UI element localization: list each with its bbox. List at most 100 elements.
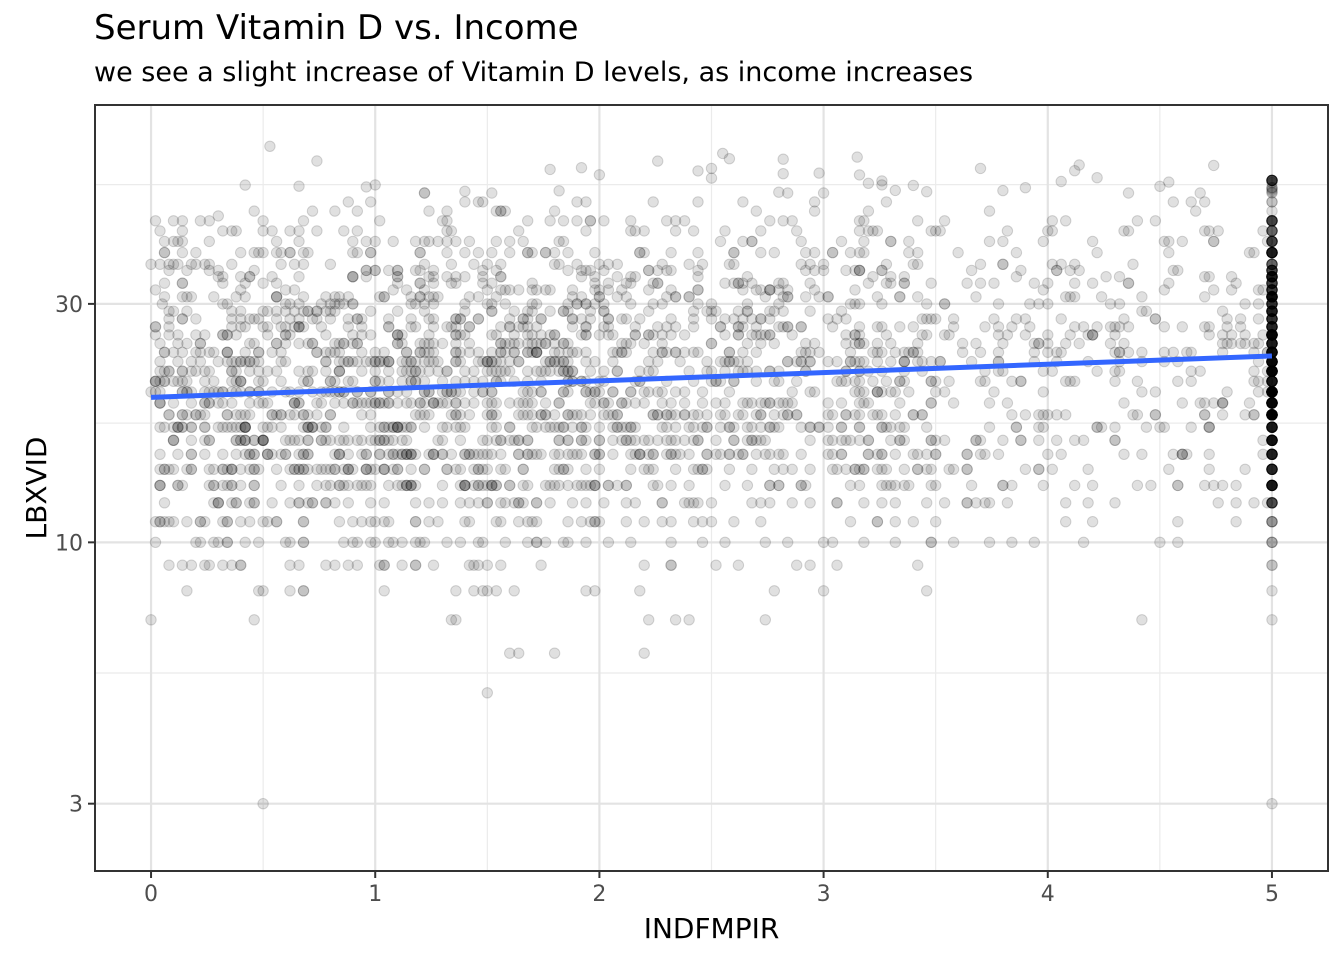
data-point (378, 355, 390, 368)
data-point (853, 421, 866, 433)
data-point (486, 305, 498, 317)
data-point (167, 434, 180, 446)
data-point (432, 291, 444, 303)
data-point (620, 313, 632, 325)
data-point (522, 434, 534, 446)
data-point (172, 479, 184, 492)
data-point (1248, 365, 1260, 377)
data-point (1199, 409, 1211, 421)
data-point (1252, 386, 1265, 398)
data-point (284, 585, 296, 597)
data-point (293, 235, 305, 248)
data-point (522, 246, 534, 259)
data-point (154, 225, 166, 237)
data-point (912, 258, 924, 270)
data-point (347, 355, 359, 368)
data-point (481, 497, 493, 509)
data-point (544, 497, 556, 509)
data-point (871, 355, 884, 368)
data-point (607, 448, 619, 460)
data-point (1122, 346, 1135, 358)
data-point (293, 180, 305, 192)
data-point (853, 375, 866, 387)
data-point (391, 271, 404, 283)
data-point (548, 355, 561, 368)
data-point (934, 225, 946, 237)
data-point (880, 196, 893, 208)
data-point (553, 479, 565, 492)
data-point (288, 434, 301, 446)
data-point (589, 246, 601, 259)
data-point (347, 516, 359, 528)
data-point (409, 516, 422, 528)
data-point (638, 386, 650, 398)
data-point (378, 559, 390, 571)
data-point (1055, 346, 1067, 358)
data-point (306, 421, 319, 433)
data-point (844, 355, 857, 368)
data-point (647, 346, 659, 358)
data-point (553, 397, 565, 409)
data-point (862, 277, 875, 289)
data-point (311, 346, 323, 358)
data-point (499, 337, 511, 350)
data-point (405, 448, 417, 460)
data-point (378, 463, 390, 475)
data-point (445, 614, 458, 626)
data-point (347, 298, 359, 310)
data-point (239, 179, 251, 191)
data-point (400, 346, 413, 358)
data-point (414, 346, 426, 358)
data-point (1091, 365, 1103, 377)
data-point (656, 497, 668, 509)
data-point (930, 313, 942, 325)
data-point (253, 313, 265, 325)
data-point (562, 409, 574, 421)
data-point (226, 479, 238, 492)
data-point (212, 536, 225, 548)
data-point (625, 434, 637, 446)
data-point (580, 329, 592, 341)
data-point (930, 479, 942, 492)
data-point (1266, 225, 1278, 237)
data-point (441, 215, 453, 227)
data-point (1158, 421, 1171, 433)
data-point (553, 397, 565, 409)
data-point (1266, 321, 1278, 333)
data-point (602, 284, 615, 296)
data-point (1118, 397, 1130, 409)
data-point (427, 298, 440, 310)
data-point (226, 397, 238, 409)
data-point (849, 329, 861, 341)
data-point (261, 448, 274, 460)
data-point (1086, 516, 1099, 528)
data-point (589, 397, 601, 409)
data-point (436, 397, 449, 409)
data-point (450, 313, 462, 325)
data-point (638, 337, 650, 350)
data-point (1266, 329, 1278, 341)
data-point (544, 365, 556, 377)
data-point (396, 329, 408, 341)
data-point (149, 516, 162, 528)
data-point (423, 365, 435, 377)
data-point (849, 355, 861, 368)
data-point (750, 448, 762, 460)
data-point (661, 346, 673, 358)
data-point (992, 346, 1005, 358)
data-point (580, 386, 592, 398)
data-point (813, 167, 825, 179)
data-point (1266, 386, 1278, 398)
data-point (383, 536, 395, 548)
data-point (1266, 215, 1278, 227)
data-point (1266, 313, 1278, 325)
data-point (1266, 246, 1278, 259)
data-point (580, 355, 592, 368)
data-point (544, 421, 556, 433)
data-point (1024, 321, 1036, 333)
data-point (226, 421, 238, 433)
data-point (221, 298, 234, 310)
data-point (611, 346, 623, 358)
data-point (1266, 313, 1278, 325)
data-point (692, 497, 704, 509)
